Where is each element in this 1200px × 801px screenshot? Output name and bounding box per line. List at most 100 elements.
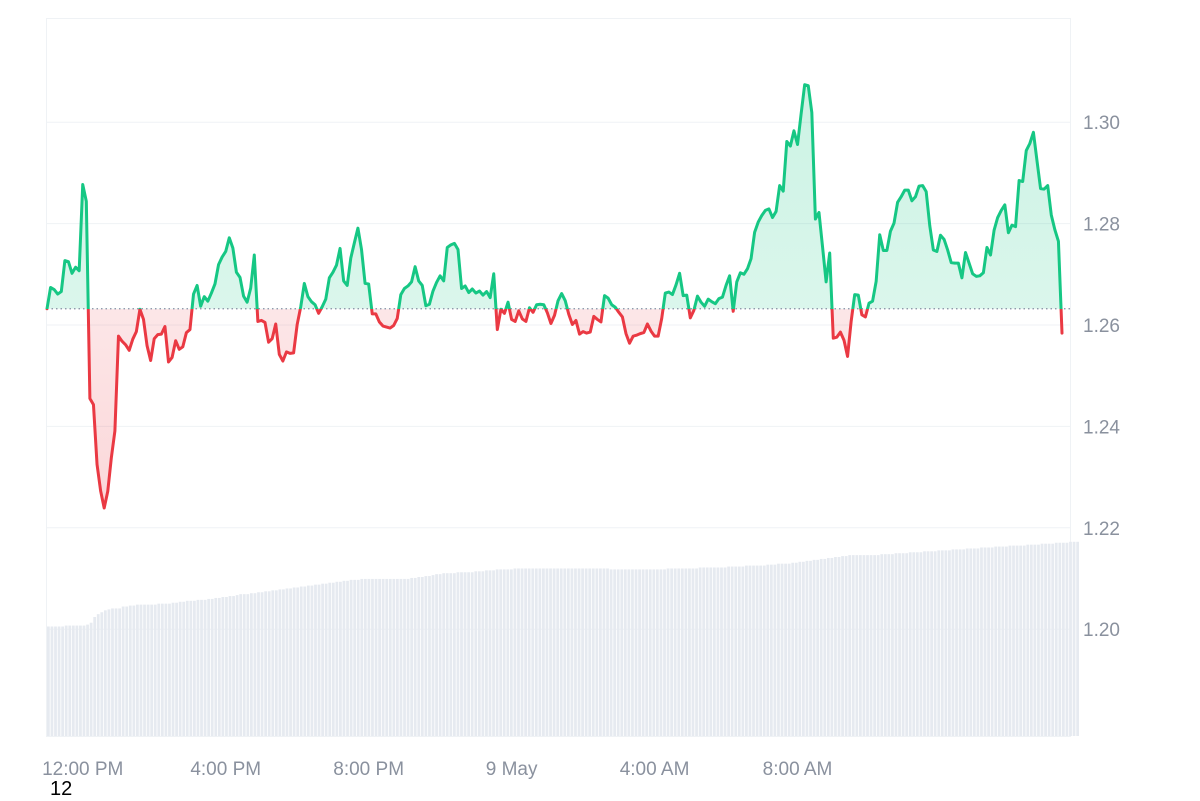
volume-bar bbox=[883, 554, 887, 736]
volume-bar bbox=[285, 588, 289, 736]
volume-bar bbox=[588, 568, 592, 736]
volume-bar bbox=[413, 577, 417, 736]
volume-bar bbox=[185, 600, 189, 736]
volume-bar bbox=[246, 594, 250, 736]
volume-bar bbox=[951, 549, 955, 736]
volume-bar bbox=[381, 578, 385, 736]
volume-bar bbox=[420, 577, 424, 736]
volume-bar bbox=[303, 586, 307, 736]
volume-bar bbox=[549, 568, 552, 736]
volume-bar bbox=[659, 569, 663, 736]
volume-bar bbox=[1069, 541, 1072, 736]
volume-bar bbox=[474, 571, 478, 736]
volume-bar bbox=[826, 557, 830, 736]
volume-bar bbox=[798, 561, 802, 736]
volume-bar bbox=[809, 560, 812, 736]
volume-bar bbox=[196, 599, 200, 736]
volume-bar bbox=[203, 599, 207, 736]
volume-bar bbox=[901, 553, 905, 736]
volume-bar bbox=[915, 552, 919, 736]
volume-bar bbox=[805, 560, 809, 736]
volume-bar bbox=[328, 582, 332, 736]
volume-bar bbox=[987, 547, 990, 736]
volume-bar bbox=[859, 555, 862, 736]
volume-bar bbox=[175, 602, 178, 736]
volume-bar bbox=[1005, 546, 1008, 736]
volume-bar bbox=[834, 557, 837, 736]
volume-bar bbox=[734, 566, 738, 736]
x-axis-labels: 12:00 PM 4:00 PM 8:00 PM 9 May 4:00 AM 8:00 A… bbox=[42, 759, 832, 780]
volume-bar bbox=[278, 589, 282, 736]
volume-bar bbox=[445, 573, 449, 736]
volume-bar bbox=[1040, 543, 1044, 736]
volume-bar bbox=[61, 626, 65, 736]
area-above-baseline bbox=[47, 84, 1062, 309]
volume-bar bbox=[937, 550, 941, 736]
volume-bar bbox=[146, 604, 150, 736]
volume-bar bbox=[292, 587, 296, 736]
volume-bar bbox=[339, 581, 342, 736]
volume-bar bbox=[356, 579, 360, 736]
volume-bar bbox=[709, 567, 713, 736]
volume-bar bbox=[876, 555, 880, 736]
volume-bar bbox=[898, 553, 901, 736]
volume-bar bbox=[71, 625, 75, 736]
volume-bar bbox=[385, 578, 389, 736]
volume-bar bbox=[157, 603, 161, 736]
volume-bar bbox=[460, 572, 463, 736]
volume-bar bbox=[378, 578, 381, 736]
volume-bar bbox=[908, 552, 912, 736]
volume-bar bbox=[534, 568, 538, 736]
volume-bar bbox=[125, 606, 129, 736]
volume-bar bbox=[463, 572, 467, 736]
volume-bar bbox=[545, 568, 549, 736]
volume-bar bbox=[702, 567, 706, 736]
volume-bar bbox=[143, 604, 146, 736]
volume-bar bbox=[599, 568, 602, 736]
volume-bar bbox=[495, 569, 499, 736]
volume-bar bbox=[253, 593, 257, 736]
volume-bar bbox=[168, 603, 171, 736]
volume-bar bbox=[424, 576, 428, 736]
volume-bar bbox=[976, 548, 980, 736]
volume-bar bbox=[363, 578, 367, 736]
volume-bar bbox=[794, 562, 798, 736]
volume-bar bbox=[538, 568, 542, 736]
volume-bar bbox=[666, 568, 670, 736]
volume-bar bbox=[837, 557, 841, 736]
volume-bar bbox=[150, 604, 154, 736]
volume-bar bbox=[260, 592, 264, 736]
volume-bar bbox=[663, 569, 666, 736]
volume-bar bbox=[492, 570, 495, 736]
volume-bar bbox=[737, 566, 741, 736]
volume-bar bbox=[531, 568, 535, 736]
volume-bar bbox=[431, 575, 435, 736]
volume-bar bbox=[282, 589, 285, 736]
volume-bar bbox=[919, 552, 923, 736]
volume-bar bbox=[274, 590, 278, 736]
volume-bar bbox=[488, 570, 492, 736]
volume-bar bbox=[990, 547, 994, 736]
volume-bar bbox=[96, 614, 100, 736]
volume-bar bbox=[912, 552, 916, 736]
y-tick-label: 1.24 bbox=[1083, 417, 1120, 438]
volume-bar bbox=[182, 601, 186, 736]
volume-bar bbox=[1047, 543, 1051, 736]
plot-frame bbox=[46, 18, 1071, 737]
volume-bar bbox=[926, 551, 930, 736]
volume-bar bbox=[584, 568, 588, 736]
volume-bar bbox=[980, 547, 983, 736]
volume-bar bbox=[780, 563, 784, 736]
volume-bar bbox=[602, 568, 606, 736]
volume-bar bbox=[136, 604, 139, 736]
volume-bar bbox=[851, 555, 855, 736]
volume-bar bbox=[342, 580, 346, 736]
volume-bar bbox=[239, 594, 243, 736]
volume-bar bbox=[111, 608, 114, 736]
volume-bar bbox=[745, 565, 748, 736]
volume-bar bbox=[349, 579, 353, 736]
volume-bar bbox=[716, 567, 720, 736]
volume-bar bbox=[866, 555, 869, 736]
volume-bar bbox=[1019, 545, 1023, 736]
volume-bar bbox=[485, 570, 488, 736]
